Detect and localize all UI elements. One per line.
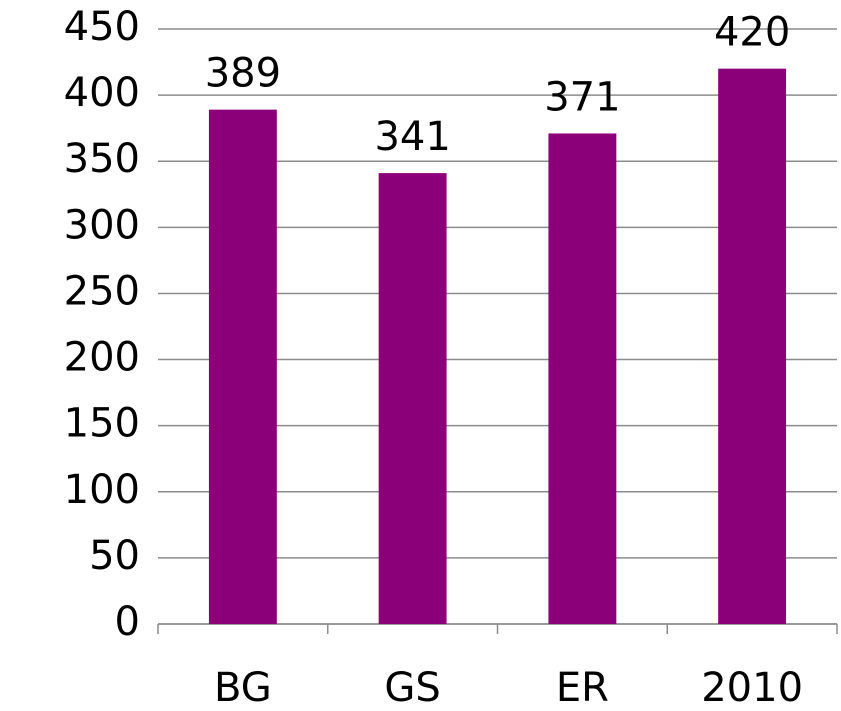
- data-label: 389: [205, 51, 281, 97]
- data-label: 420: [714, 10, 790, 56]
- bar: [208, 109, 277, 624]
- y-tick-label: 250: [64, 268, 140, 314]
- bar: [548, 133, 617, 624]
- y-tick-label: 350: [64, 136, 140, 182]
- y-tick-label: 450: [64, 4, 140, 50]
- y-tick-label: 400: [64, 70, 140, 116]
- y-tick-label: 100: [64, 467, 140, 513]
- data-label: 341: [374, 114, 450, 160]
- bar: [378, 173, 447, 624]
- y-tick-label: 300: [64, 202, 140, 248]
- x-tick-label: GS: [384, 665, 440, 711]
- x-tick-label: ER: [556, 665, 609, 711]
- x-tick-label: 2010: [701, 665, 803, 711]
- bar: [718, 68, 787, 624]
- y-tick-label: 0: [115, 599, 140, 645]
- y-tick-label: 200: [64, 335, 140, 381]
- y-tick-label: 50: [89, 533, 140, 579]
- x-tick-label: BG: [214, 665, 272, 711]
- data-label: 371: [544, 74, 620, 120]
- y-tick-label: 150: [64, 401, 140, 447]
